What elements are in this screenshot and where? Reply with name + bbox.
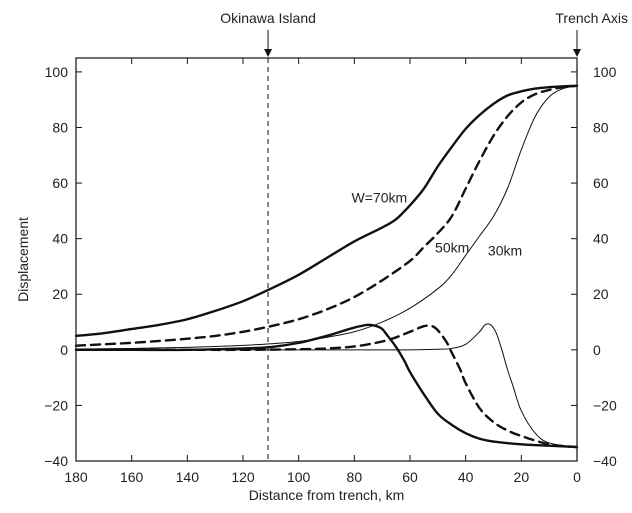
- y-axis-label: Displacement: [15, 217, 31, 302]
- series-line-30km-upper: [75, 85, 578, 350]
- x-tick-label: 60: [402, 469, 418, 485]
- x-tick-label: 80: [347, 469, 363, 485]
- series-line-30km-lower: [75, 323, 578, 448]
- y-tick-label-right: 60: [593, 175, 609, 191]
- x-tick-label: 180: [64, 469, 88, 485]
- series-line-w-70km-lower: [74, 323, 579, 449]
- y-tick-label-right: 20: [593, 286, 609, 302]
- plot-frame: [75, 57, 578, 462]
- y-tick-label-left: 40: [52, 231, 68, 247]
- x-tick-label: 20: [514, 469, 530, 485]
- series-line-50km-lower: [74, 324, 579, 449]
- y-tick-label-right: 0: [593, 342, 601, 358]
- series-layer: [74, 84, 579, 449]
- curve-label-30km: 30km: [488, 242, 522, 258]
- curve-label-50km: 50km: [435, 240, 469, 256]
- y-tick-label-left: 20: [52, 286, 68, 302]
- marker-lines: [264, 30, 581, 461]
- y-tick-label-right: 40: [593, 231, 609, 247]
- y-tick-label-left: −40: [44, 453, 68, 469]
- y-tick-label-left: 0: [60, 342, 68, 358]
- series-line-w-70km-upper: [74, 84, 579, 338]
- plot-frame-rect: [75, 57, 578, 462]
- trench-axis-label: Trench Axis: [555, 10, 628, 26]
- y-tick-label-right: 80: [593, 119, 609, 135]
- y-tick-label-left: −20: [44, 397, 68, 413]
- x-tick-label: 120: [231, 469, 255, 485]
- ticks-layer: [75, 58, 578, 462]
- x-axis-label: Distance from trench, km: [249, 487, 405, 503]
- y-tick-label-right: −20: [593, 397, 617, 413]
- y-tick-label-left: 100: [45, 64, 69, 80]
- okinawa-island-label: Okinawa Island: [220, 10, 316, 26]
- trench-axis-arrow-head: [573, 49, 581, 57]
- text-layer: 180 160 140 120 100 80 60 40 20 0 −40 −40 −20 −20 0 0 20…: [15, 10, 628, 503]
- x-tick-label: 100: [287, 469, 311, 485]
- y-tick-label-left: 80: [52, 119, 68, 135]
- series-line-50km-upper: [74, 84, 579, 347]
- y-tick-label-left: 60: [52, 175, 68, 191]
- y-tick-label-right: 100: [593, 64, 617, 80]
- okinawa-island-arrow-head: [264, 49, 273, 57]
- x-tick-label: 160: [120, 469, 144, 485]
- curve-label-w-70km: W=70km: [352, 190, 408, 206]
- x-tick-label: 140: [176, 469, 200, 485]
- x-tick-label: 40: [458, 469, 474, 485]
- y-tick-label-right: −40: [593, 453, 617, 469]
- x-tick-label: 0: [573, 469, 581, 485]
